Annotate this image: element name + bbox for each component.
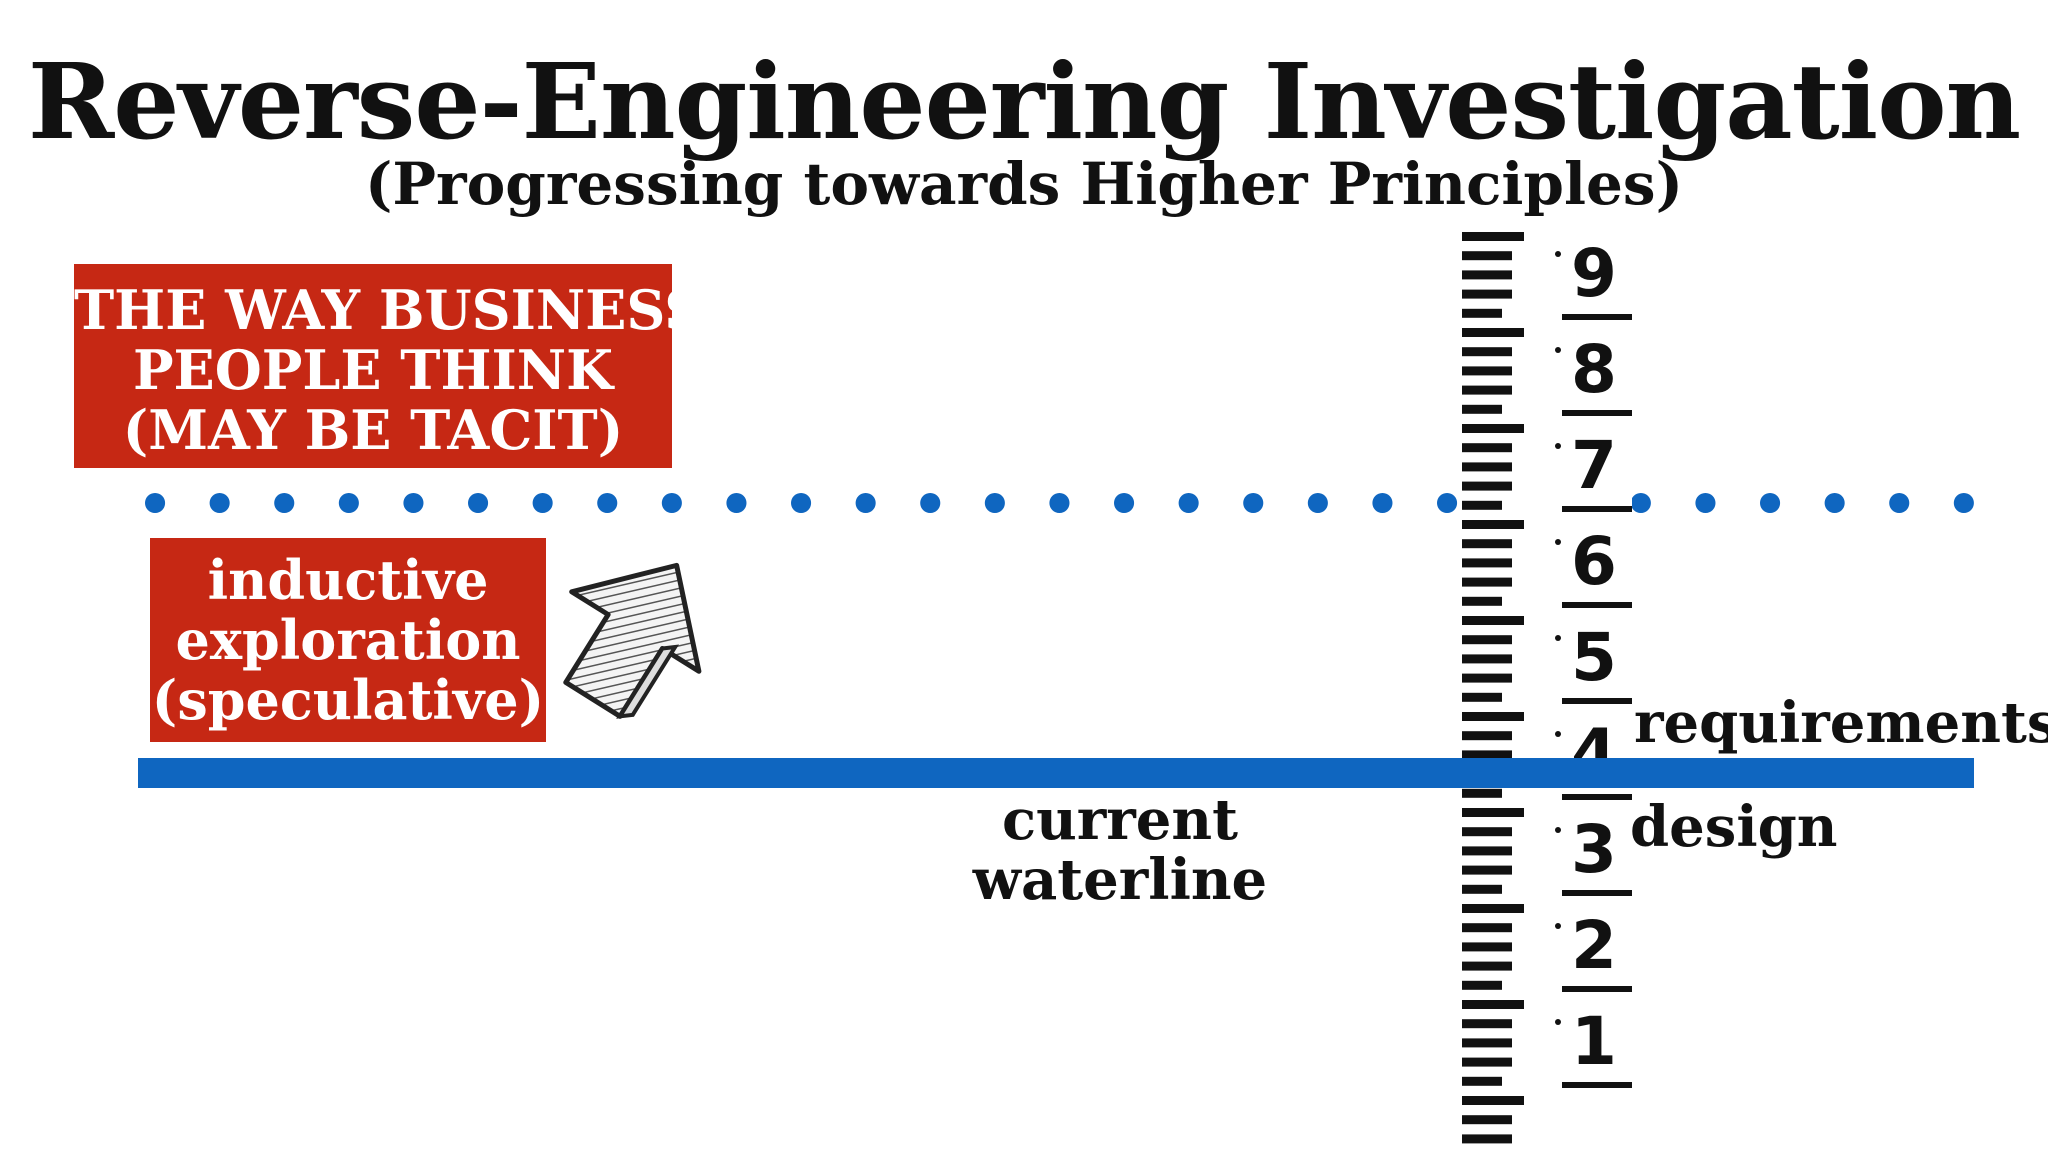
ruler-dot: [1555, 923, 1561, 929]
ruler-minor-tick: [1462, 808, 1524, 817]
ruler-minor-tick: [1462, 481, 1512, 491]
ruler-minor-tick: [1462, 750, 1512, 760]
ruler-number: 5: [1571, 619, 1617, 696]
ruler-number: 7: [1571, 427, 1617, 504]
ruler-dot: [1555, 539, 1561, 545]
ruler-dot: [1555, 1019, 1561, 1025]
current-waterline: [138, 758, 1974, 788]
ruler-major-tick: [1562, 890, 1632, 896]
ruler-minor-tick: [1462, 577, 1512, 587]
ruler-dot: [1555, 347, 1561, 353]
ruler-minor-tick: [1462, 443, 1512, 453]
ruler-number: 3: [1571, 811, 1617, 888]
ruler-minor-tick: [1462, 846, 1512, 856]
ruler-minor-tick: [1462, 884, 1502, 894]
business-thinking-box: THE WAY BUSINESS PEOPLE THINK (MAY BE TA…: [74, 264, 704, 468]
ruler-number: 9: [1571, 235, 1617, 312]
ruler-minor-tick: [1462, 270, 1512, 280]
ruler-minor-tick: [1462, 827, 1512, 837]
ruler-dot: [1555, 443, 1561, 449]
ruler-minor-tick: [1462, 539, 1512, 549]
ruler-minor-tick: [1462, 712, 1524, 721]
diagram-subtitle: (Progressing towards Higher Principles): [364, 150, 1684, 218]
ruler-minor-tick: [1462, 692, 1502, 702]
ruler-major-tick: [1562, 506, 1632, 512]
ruler-dot: [1555, 731, 1561, 737]
ruler-major-tick: [1562, 314, 1632, 320]
ruler-dot: [1555, 635, 1561, 641]
ruler-background: [1462, 226, 1632, 1152]
ruler-minor-tick: [1462, 328, 1524, 337]
ruler-minor-tick: [1462, 635, 1512, 645]
ruler-number: 2: [1571, 907, 1617, 984]
ruler-minor-tick: [1462, 673, 1512, 683]
business-box-line-2: PEOPLE THINK: [132, 338, 614, 402]
ruler-minor-tick: [1462, 980, 1502, 990]
requirements-level-label: requirements: [1634, 690, 2048, 756]
ruler-minor-tick: [1462, 1000, 1524, 1009]
ruler-minor-tick: [1462, 558, 1512, 568]
ruler-minor-tick: [1462, 865, 1512, 875]
ruler-minor-tick: [1462, 616, 1524, 625]
inductive-box-line-2: exploration: [175, 608, 521, 672]
waterline-label-line-2: waterline: [972, 847, 1268, 913]
ruler-dot: [1555, 827, 1561, 833]
ruler-minor-tick: [1462, 731, 1512, 741]
ruler-minor-tick: [1462, 788, 1502, 798]
ruler-minor-tick: [1462, 347, 1512, 357]
ruler-minor-tick: [1462, 232, 1524, 241]
business-box-line-1: THE WAY BUSINESS: [74, 278, 704, 342]
ruler-minor-tick: [1462, 424, 1524, 433]
ruler-minor-tick: [1462, 1057, 1512, 1067]
inductive-exploration-box: inductive exploration (speculative): [150, 538, 546, 742]
ruler-minor-tick: [1462, 904, 1524, 913]
ruler-minor-tick: [1462, 923, 1512, 933]
ruler-number: 8: [1571, 331, 1617, 408]
ruler-minor-tick: [1462, 500, 1502, 510]
ruler-minor-tick: [1462, 1134, 1512, 1144]
ruler-minor-tick: [1462, 1096, 1524, 1105]
ruler-minor-tick: [1462, 308, 1502, 318]
ruler-minor-tick: [1462, 520, 1524, 529]
ruler-minor-tick: [1462, 404, 1502, 414]
ruler-major-tick: [1562, 794, 1632, 800]
ruler-minor-tick: [1462, 942, 1512, 952]
ruler-minor-tick: [1462, 251, 1512, 261]
diagram-title: Reverse-Engineering Investigation: [27, 40, 2021, 163]
ruler-minor-tick: [1462, 654, 1512, 664]
ruler-number: 6: [1571, 523, 1617, 600]
ruler-minor-tick: [1462, 1076, 1502, 1086]
hatched-up-arrow-icon: [563, 562, 702, 719]
design-level-label: design: [1630, 794, 1838, 860]
ruler-major-tick: [1562, 698, 1632, 704]
inductive-box-line-3: (speculative): [151, 668, 545, 732]
ruler-major-tick: [1562, 986, 1632, 992]
ruler-minor-tick: [1462, 1019, 1512, 1029]
ruler-major-tick: [1562, 410, 1632, 416]
ruler-major-tick: [1562, 602, 1632, 608]
ruler-minor-tick: [1462, 366, 1512, 376]
ruler-minor-tick: [1462, 385, 1512, 395]
ruler-minor-tick: [1462, 961, 1512, 971]
ruler-minor-tick: [1462, 289, 1512, 299]
ruler-major-tick: [1562, 1082, 1632, 1088]
ruler-minor-tick: [1462, 462, 1512, 472]
waterline-label: current waterline: [960, 790, 1280, 910]
ruler-dot: [1555, 251, 1561, 257]
waterline-label-line-1: current: [1001, 787, 1239, 853]
ruler-minor-tick: [1462, 1115, 1512, 1125]
ruler-minor-tick: [1462, 596, 1502, 606]
inductive-box-line-1: inductive: [207, 548, 489, 612]
business-box-line-3: (MAY BE TACIT): [122, 398, 624, 462]
ruler-number: 1: [1571, 1003, 1617, 1080]
ruler-minor-tick: [1462, 1038, 1512, 1048]
